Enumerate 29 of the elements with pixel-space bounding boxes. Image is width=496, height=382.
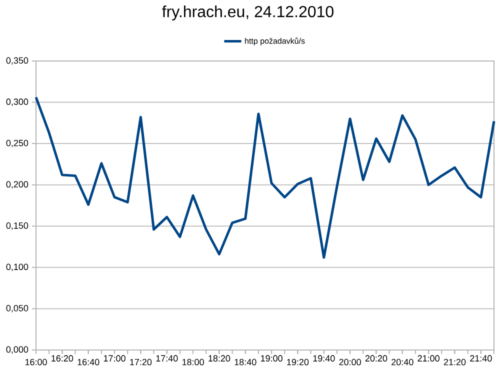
x-tick-label: 17:40 [156,355,178,362]
y-tick-label: 0,050 [6,304,28,312]
legend-label: http požadavků/s [245,37,305,46]
x-tick-label: 21:00 [418,355,440,362]
y-tick-label: 0,250 [6,140,28,148]
x-tick-label: 16:20 [52,355,74,362]
x-tick-label: 17:20 [130,358,152,366]
y-tick-label: 0,200 [6,181,28,189]
y-tick-label: 0,350 [6,57,28,65]
x-tick-label: 16:00 [25,358,47,366]
x-tick-label: 19:20 [287,358,309,366]
chart-title: fry.hrach.eu, 24.12.2010 [162,6,334,20]
x-tick-label: 19:00 [260,355,282,362]
x-tick-label: 21:40 [470,355,492,362]
y-tick-label: 0,150 [6,222,28,230]
x-tick-label: 16:40 [78,358,100,366]
y-tick-label: 0,300 [6,98,28,106]
y-tick-label: 0,100 [6,264,28,272]
x-tick-label: 20:40 [392,358,414,366]
x-tick-label: 18:40 [234,358,256,366]
x-tick-label: 20:20 [365,355,388,362]
x-tick-label: 18:00 [182,358,204,366]
x-tick-label: 21:20 [444,358,466,366]
line-series [34,96,496,259]
x-tick-label: 18:20 [208,355,230,362]
y-tick-label: 0,000 [6,346,28,354]
x-tick-label: 20:00 [339,358,361,366]
x-tick-label: 19:40 [313,355,335,362]
x-tick-label: 17:00 [104,355,126,362]
